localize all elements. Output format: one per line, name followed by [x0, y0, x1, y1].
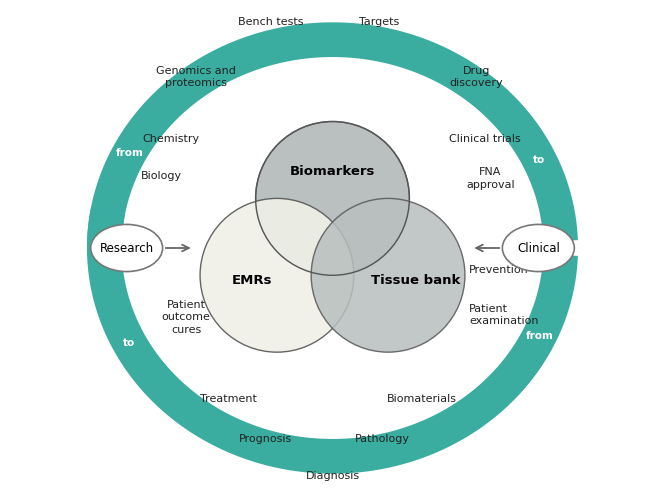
Text: Tissue bank: Tissue bank — [370, 274, 460, 287]
Text: Patient
outcome
cures: Patient outcome cures — [162, 300, 211, 335]
Text: Clinical trials: Clinical trials — [450, 134, 521, 144]
Text: FNA
approval: FNA approval — [466, 167, 515, 190]
Text: Biomaterials: Biomaterials — [387, 394, 457, 404]
Text: Chemistry: Chemistry — [143, 134, 200, 144]
Text: Prevention: Prevention — [469, 265, 529, 275]
Text: EMRs: EMRs — [232, 274, 273, 287]
Text: Drug
discovery: Drug discovery — [450, 65, 503, 88]
Text: Clinical: Clinical — [517, 242, 560, 254]
Polygon shape — [539, 249, 573, 295]
Ellipse shape — [502, 224, 575, 272]
Polygon shape — [87, 22, 578, 256]
Text: Genomics and
proteomics: Genomics and proteomics — [156, 65, 236, 88]
Text: Treatment: Treatment — [200, 394, 257, 404]
Text: Pathology: Pathology — [354, 434, 410, 444]
Circle shape — [255, 122, 410, 275]
Text: to: to — [123, 338, 136, 348]
Text: Diagnosis: Diagnosis — [305, 471, 360, 481]
Text: to: to — [533, 155, 545, 165]
Circle shape — [200, 198, 354, 352]
Text: Biology: Biology — [141, 171, 182, 181]
Polygon shape — [89, 217, 124, 261]
Text: Bench tests: Bench tests — [238, 17, 303, 27]
Circle shape — [311, 198, 465, 352]
Text: from: from — [525, 331, 553, 341]
Polygon shape — [87, 209, 578, 474]
Text: Targets: Targets — [360, 17, 400, 27]
Text: Prognosis: Prognosis — [239, 434, 292, 444]
Text: Research: Research — [100, 242, 154, 254]
Text: Biomarkers: Biomarkers — [290, 165, 375, 178]
Ellipse shape — [90, 224, 163, 272]
Text: Patient
examination: Patient examination — [469, 304, 539, 326]
Text: from: from — [115, 148, 143, 158]
